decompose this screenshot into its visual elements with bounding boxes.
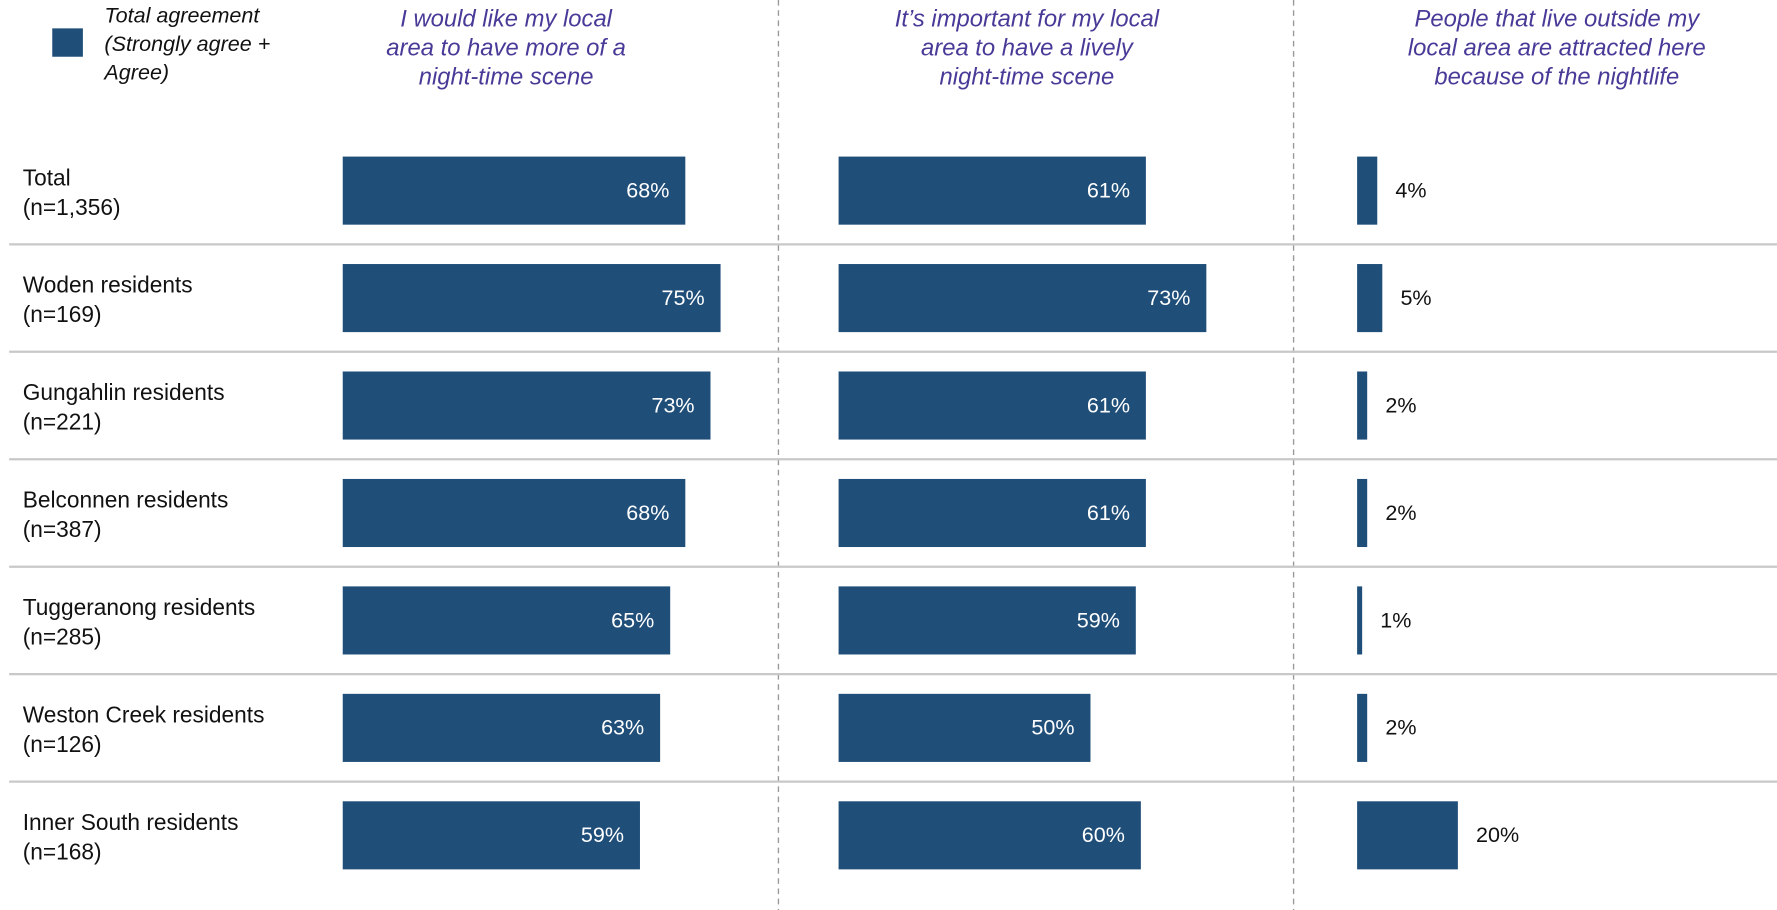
- value-label: 63%: [601, 715, 644, 740]
- bar: [838, 371, 1146, 440]
- sample-size: (n=168): [23, 838, 102, 864]
- bar: [342, 264, 721, 333]
- sample-size: (n=1,356): [23, 194, 121, 220]
- category-label: Weston Creek residents: [23, 702, 265, 728]
- panel-title: because of the nightlife: [1434, 64, 1679, 91]
- value-label: 1%: [1380, 607, 1411, 632]
- legend-label: Agree): [102, 59, 169, 84]
- bar: [838, 586, 1136, 655]
- sample-size: (n=387): [23, 516, 102, 542]
- bar: [342, 478, 686, 548]
- value-label: 68%: [626, 177, 669, 202]
- bar: [838, 693, 1091, 762]
- legend-label: Total agreement: [104, 3, 260, 28]
- value-label: 65%: [611, 607, 654, 632]
- sample-size: (n=221): [23, 409, 102, 435]
- value-label: 61%: [1087, 392, 1130, 417]
- panel-title: People that live outside my: [1415, 6, 1702, 33]
- category-label: Tuggeranong residents: [23, 594, 256, 620]
- bar: [342, 156, 686, 225]
- bar: [342, 801, 640, 870]
- value-label: 59%: [581, 822, 624, 847]
- category-label: Belconnen residents: [23, 487, 229, 513]
- bar: [838, 478, 1146, 548]
- value-label: 5%: [1400, 285, 1431, 310]
- value-label: 2%: [1385, 500, 1416, 525]
- value-label: 75%: [662, 285, 705, 310]
- value-label: 61%: [1087, 177, 1130, 202]
- panel-title: night-time scene: [419, 64, 594, 91]
- bar: [1357, 264, 1383, 333]
- bar: [838, 801, 1141, 870]
- sample-size: (n=285): [23, 624, 102, 650]
- bar: [1357, 478, 1368, 548]
- panel-title: local area are attracted here: [1408, 35, 1706, 62]
- legend-swatch: [52, 28, 83, 57]
- value-label: 2%: [1385, 715, 1416, 740]
- value-label: 50%: [1031, 715, 1074, 740]
- bar: [342, 586, 671, 655]
- category-label: Gungahlin residents: [23, 379, 225, 405]
- value-label: 73%: [651, 392, 694, 417]
- bar: [838, 156, 1146, 225]
- value-label: 20%: [1476, 822, 1519, 847]
- value-label: 59%: [1077, 607, 1120, 632]
- panel-title: area to have more of a: [386, 35, 626, 62]
- value-label: 60%: [1082, 822, 1125, 847]
- category-label: Inner South residents: [23, 809, 239, 835]
- bar: [1357, 693, 1368, 762]
- bar: [342, 693, 661, 762]
- bar: [1357, 371, 1368, 440]
- panel-title: I would like my local: [400, 6, 612, 33]
- bar: [342, 371, 711, 440]
- value-label: 61%: [1087, 500, 1130, 525]
- legend-label: (Strongly agree +: [104, 31, 270, 56]
- panel-title: area to have a lively: [921, 35, 1135, 62]
- value-label: 68%: [626, 500, 669, 525]
- value-label: 2%: [1385, 392, 1416, 417]
- bar: [1357, 586, 1363, 655]
- bar: [838, 264, 1207, 333]
- bar: [1357, 156, 1378, 225]
- panel-title: night-time scene: [940, 64, 1115, 91]
- panel-title: It’s important for my local: [895, 6, 1160, 33]
- category-label: Total: [23, 164, 71, 190]
- sample-size: (n=169): [23, 301, 102, 327]
- sample-size: (n=126): [23, 731, 102, 757]
- value-label: 73%: [1147, 285, 1190, 310]
- value-label: 4%: [1395, 177, 1426, 202]
- bar: [1357, 801, 1458, 870]
- category-label: Woden residents: [23, 272, 193, 298]
